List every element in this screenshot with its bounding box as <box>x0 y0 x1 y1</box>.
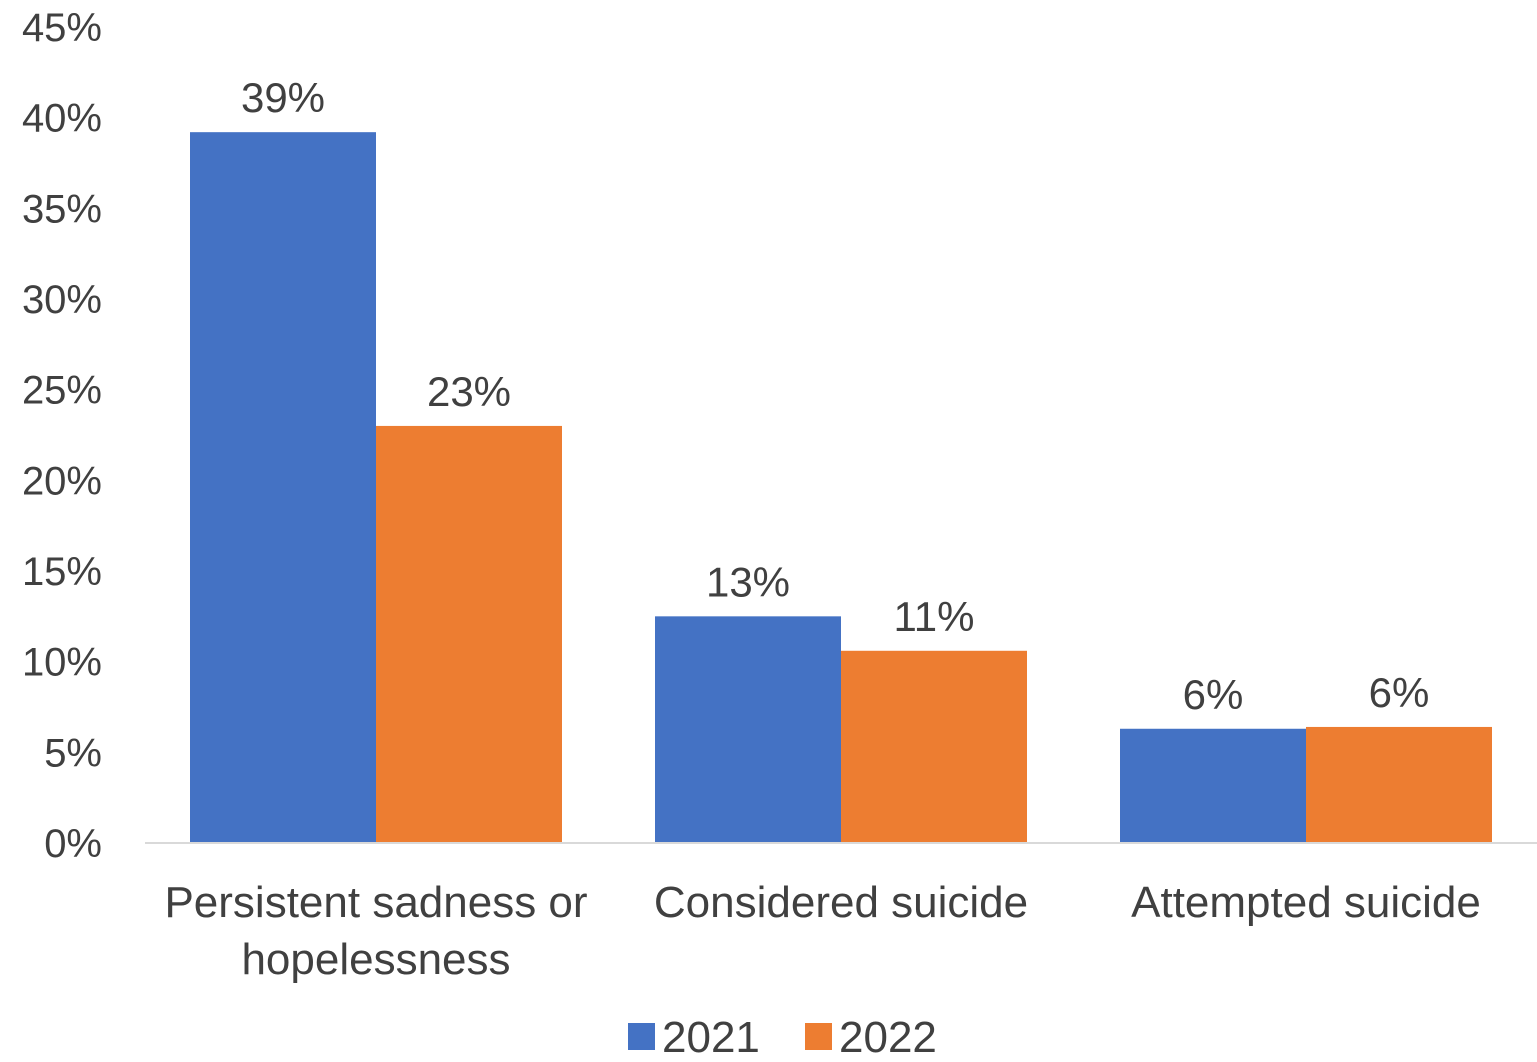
data-labels: 39% 13% 6% 23% 11% 6% <box>241 74 1429 718</box>
category-label: Attempted suicide <box>1131 878 1481 927</box>
legend-label: 2021 <box>662 1013 760 1062</box>
bar-2021-0 <box>190 132 376 843</box>
bar-2021-2 <box>1120 728 1306 843</box>
y-tick-label: 20% <box>22 459 102 503</box>
y-tick-label: 15% <box>22 550 102 594</box>
data-label: 6% <box>1183 671 1244 718</box>
legend: 2021 2022 <box>628 1013 937 1062</box>
y-tick-label: 45% <box>22 6 102 50</box>
bar-2022-0 <box>376 425 562 843</box>
category-label: Considered suicide <box>654 878 1028 927</box>
category-label: Persistent sadness or <box>164 878 587 927</box>
y-tick-label: 40% <box>22 97 102 141</box>
y-tick-label: 10% <box>22 641 102 685</box>
y-axis: 0% 5% 10% 15% 20% 25% 30% 35% 40% 45% <box>22 6 102 866</box>
bar-2021-1 <box>655 616 841 843</box>
y-tick-label: 30% <box>22 278 102 322</box>
legend-label: 2022 <box>839 1013 937 1062</box>
data-label: 13% <box>706 558 790 605</box>
x-axis: Persistent sadness or hopelessness Conside… <box>164 878 1480 984</box>
bar-2022-2 <box>1306 726 1492 843</box>
y-tick-label: 35% <box>22 187 102 231</box>
data-label: 23% <box>427 368 511 415</box>
y-tick-label: 25% <box>22 369 102 413</box>
legend-swatch-2022 <box>805 1023 832 1050</box>
legend-swatch-2021 <box>628 1023 655 1050</box>
category-label: hopelessness <box>241 935 510 984</box>
bar-2022-1 <box>841 650 1027 843</box>
data-label: 6% <box>1369 669 1430 716</box>
y-tick-label: 0% <box>44 822 102 866</box>
y-tick-label: 5% <box>44 731 102 775</box>
bars <box>190 132 1492 843</box>
data-label: 39% <box>241 74 325 121</box>
data-label: 11% <box>894 593 975 640</box>
